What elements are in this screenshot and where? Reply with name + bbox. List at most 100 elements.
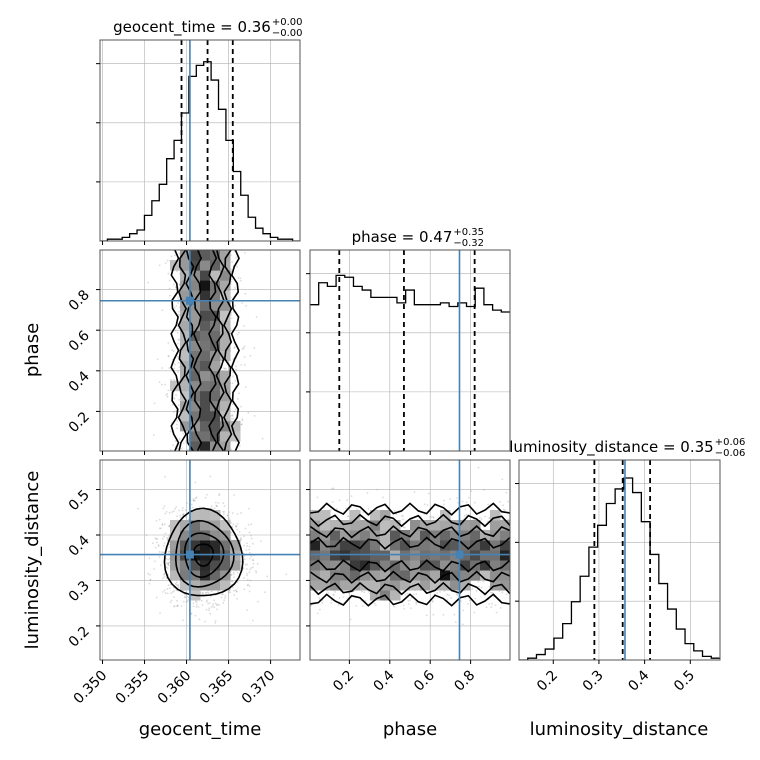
scatter-point <box>250 534 252 537</box>
density-cell <box>200 520 211 531</box>
scatter-point <box>197 606 200 608</box>
scatter-point <box>167 562 170 565</box>
scatter-point <box>222 513 225 516</box>
scatter-point <box>239 538 242 541</box>
scatter-point <box>231 414 234 417</box>
scatter-point <box>246 584 249 587</box>
scatter-point <box>224 597 227 599</box>
scatter-point <box>160 551 163 554</box>
scatter-point <box>227 514 229 517</box>
scatter-point <box>153 560 156 563</box>
scatter-point <box>190 612 193 615</box>
density-cell <box>200 250 211 261</box>
scatter-point <box>240 512 242 514</box>
density-cell <box>190 530 201 541</box>
scatter-point <box>241 419 244 422</box>
density-cell <box>170 520 181 531</box>
scatter-point <box>167 561 170 564</box>
scatter-point <box>178 310 180 313</box>
scatter-point <box>161 309 164 312</box>
scatter-point <box>227 591 230 594</box>
scatter-point <box>180 605 183 608</box>
scatter-point <box>174 329 177 332</box>
scatter-point <box>223 505 226 507</box>
density-cell <box>200 410 211 422</box>
scatter-point <box>233 576 235 579</box>
scatter-point <box>166 588 169 590</box>
scatter-point <box>194 481 197 484</box>
density-cell <box>200 310 211 321</box>
scatter-point <box>176 515 178 518</box>
scatter-point <box>205 608 208 611</box>
scatter-point <box>235 365 238 368</box>
density-cell <box>180 410 191 422</box>
scatter-point <box>252 559 255 562</box>
scatter-point <box>204 620 207 623</box>
scatter-point <box>182 512 185 515</box>
scatter-point <box>178 283 181 285</box>
scatter-point <box>168 279 171 282</box>
scatter-point <box>187 598 190 601</box>
scatter-point <box>155 546 157 549</box>
scatter-point <box>164 383 167 386</box>
scatter-point <box>248 551 251 554</box>
scatter-point <box>166 259 169 262</box>
scatter-point <box>505 593 508 596</box>
scatter-point <box>170 378 173 381</box>
scatter-point <box>222 602 225 604</box>
scatter-point <box>201 592 204 595</box>
density-cell <box>190 380 201 392</box>
scatter-point <box>176 331 179 334</box>
density-cell <box>200 540 211 551</box>
scatter-point <box>186 600 189 603</box>
scatter-point <box>161 591 164 593</box>
scatter-point <box>252 562 255 565</box>
scatter-point <box>236 522 239 525</box>
scatter-point <box>260 540 262 543</box>
density-cell <box>220 320 231 331</box>
scatter-point <box>218 493 221 495</box>
density-cell <box>220 270 231 281</box>
density-cell <box>210 300 221 311</box>
scatter-point <box>236 513 239 515</box>
scatter-point <box>182 600 185 603</box>
scatter-point <box>223 367 225 370</box>
scatter-point <box>208 602 211 604</box>
scatter-point <box>247 411 250 414</box>
density-cell <box>200 270 211 281</box>
scatter-point <box>255 570 257 572</box>
scatter-point <box>206 599 208 602</box>
contour-band <box>208 250 218 451</box>
density-cell <box>220 580 231 591</box>
scatter-point <box>250 537 253 540</box>
scatter-point <box>163 573 165 576</box>
scatter-point <box>190 612 193 615</box>
scatter-point <box>233 494 235 496</box>
scatter-point <box>166 396 169 398</box>
scatter-point <box>485 606 488 609</box>
density-cell <box>170 540 181 551</box>
density-cell <box>220 330 231 341</box>
scatter-point <box>163 505 166 508</box>
scatter-point <box>232 573 235 575</box>
density-cell <box>180 390 191 402</box>
scatter-point <box>165 566 168 569</box>
scatter-point <box>175 304 178 307</box>
scatter-point <box>231 382 234 385</box>
hist-step-geocent_time <box>100 61 300 241</box>
scatter-point <box>223 367 226 370</box>
scatter-point <box>249 579 252 582</box>
scatter-point <box>161 537 164 540</box>
scatter-point <box>246 563 249 566</box>
scatter-point <box>168 543 171 546</box>
scatter-point <box>173 367 176 370</box>
scatter-point <box>251 558 254 561</box>
scatter-point <box>201 604 204 607</box>
density-cell <box>190 360 201 372</box>
density-cell <box>190 410 201 422</box>
density-cell <box>210 330 221 341</box>
density-cell <box>220 250 231 261</box>
density-cell <box>210 260 221 271</box>
scatter-point <box>236 398 239 400</box>
scatter-point <box>178 437 181 440</box>
